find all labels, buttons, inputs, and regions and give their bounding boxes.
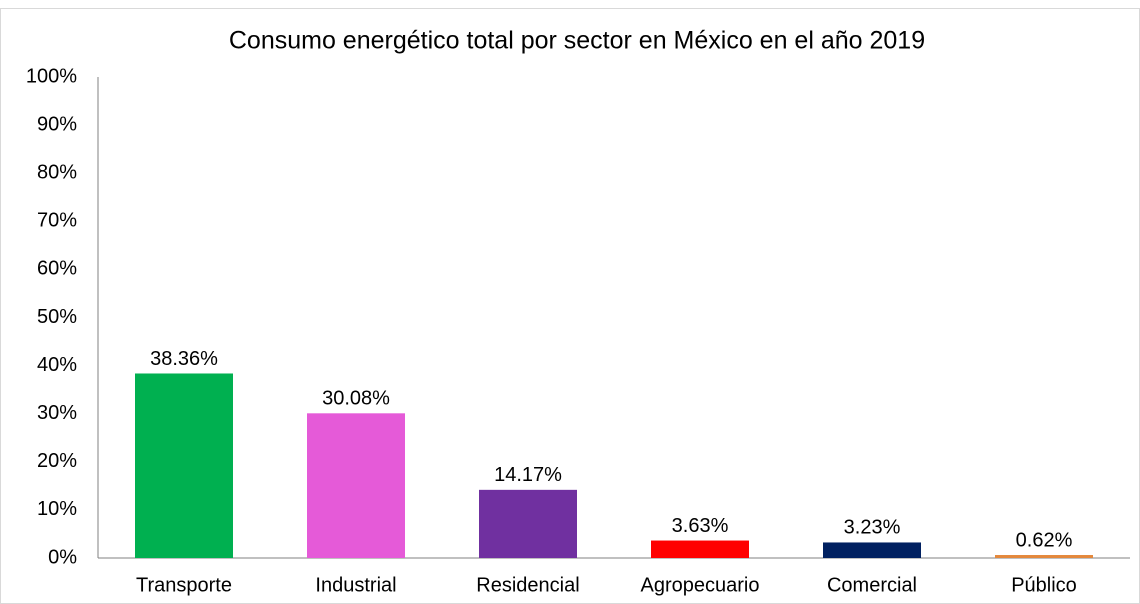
value-label: 3.23% — [844, 517, 901, 539]
x-tick-label: Transporte — [136, 574, 232, 596]
y-tick-label: 80% — [37, 161, 77, 183]
value-label: 14.17% — [494, 464, 562, 486]
y-tick-label: 90% — [37, 113, 77, 135]
y-tick-label: 60% — [37, 258, 77, 280]
bar — [995, 555, 1093, 558]
value-label: 3.63% — [672, 515, 729, 537]
bar — [651, 540, 749, 558]
x-tick-label: Residencial — [476, 574, 579, 596]
value-label: 0.62% — [1016, 529, 1073, 551]
y-tick-label: 100% — [26, 65, 77, 87]
x-tick-label: Público — [1011, 574, 1077, 596]
bar — [135, 373, 233, 558]
y-tick-label: 40% — [37, 354, 77, 376]
y-tick-label: 30% — [37, 402, 77, 424]
bar — [823, 542, 921, 558]
bar — [307, 413, 405, 558]
value-label: 30.08% — [322, 388, 390, 410]
y-tick-label: 10% — [37, 498, 77, 520]
x-tick-label: Industrial — [315, 574, 396, 596]
y-tick-label: 0% — [48, 546, 77, 568]
x-tick-label: Agropecuario — [641, 574, 760, 596]
y-tick-label: 20% — [37, 450, 77, 472]
y-tick-label: 50% — [37, 306, 77, 328]
y-tick-label: 70% — [37, 210, 77, 232]
x-tick-label: Comercial — [827, 574, 917, 596]
value-label: 38.36% — [150, 348, 218, 370]
bar — [479, 489, 577, 558]
chart-title: Consumo energético total por sector en M… — [229, 27, 925, 55]
